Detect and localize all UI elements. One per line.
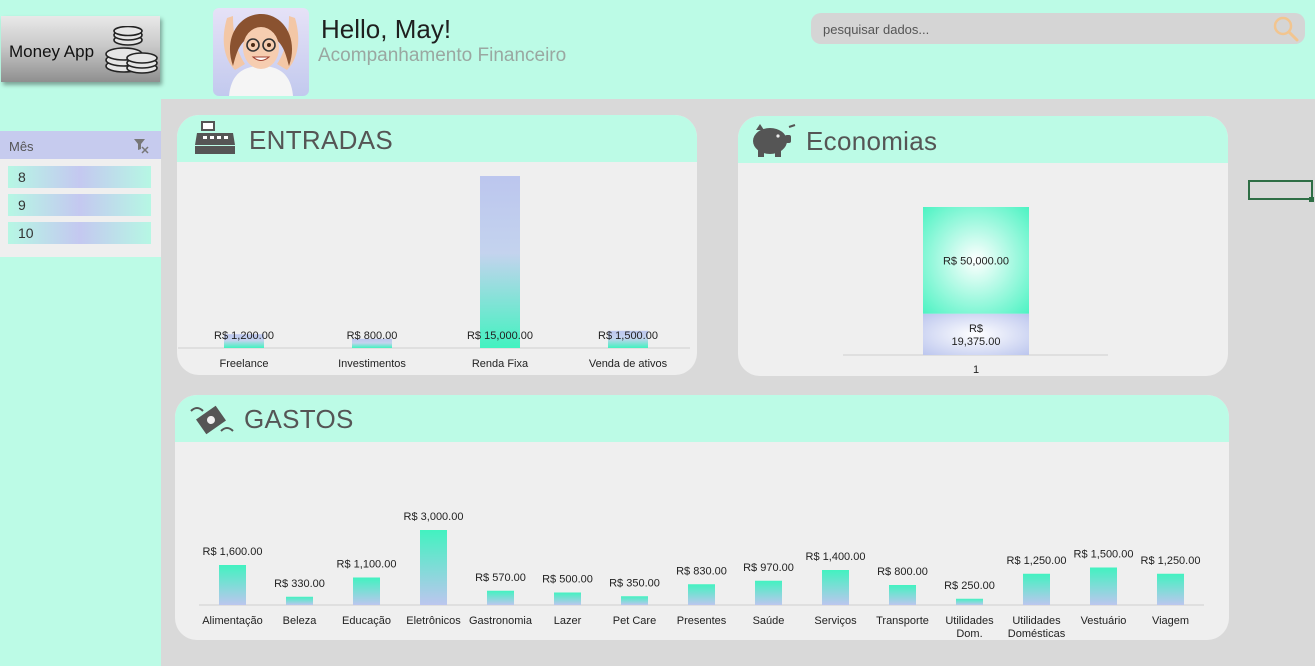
month-slicer: Mês 8 9 10	[0, 131, 161, 257]
money-app-logo-button[interactable]: Money App	[1, 16, 160, 82]
fill-handle[interactable]	[1309, 197, 1314, 202]
slicer-title: Mês	[9, 139, 34, 154]
flying-money-icon	[190, 405, 234, 435]
slicer-header: Mês	[0, 131, 161, 159]
gastos-title: GASTOS	[244, 404, 354, 434]
clear-filter-icon[interactable]	[133, 138, 149, 154]
avatar	[213, 8, 309, 96]
card-header	[177, 115, 697, 162]
entradas-title: ENTRADAS	[249, 125, 393, 155]
search-input[interactable]	[823, 20, 1243, 38]
app-name: Money App	[9, 42, 95, 61]
gastos-card: GASTOS	[175, 395, 1229, 640]
search-bar[interactable]	[811, 13, 1305, 44]
slicer-item-9[interactable]: 9	[8, 194, 151, 216]
subtitle: Acompanhamento Financeiro	[318, 45, 567, 66]
economias-card: Economias	[738, 116, 1228, 376]
coins-icon	[105, 26, 158, 74]
slicer-item-label: 9	[18, 197, 26, 213]
selected-cell[interactable]	[1248, 180, 1313, 200]
cash-register-icon	[195, 121, 235, 154]
greeting: Hello, May!	[321, 14, 452, 44]
card-header	[738, 116, 1228, 163]
card-header	[175, 395, 1229, 442]
slicer-item-label: 10	[18, 225, 34, 241]
slicer-item-10[interactable]: 10	[8, 222, 151, 244]
avatar-illustration	[223, 14, 299, 96]
search-icon[interactable]	[1271, 15, 1301, 43]
economias-title: Economias	[806, 126, 938, 156]
piggy-bank-icon	[753, 124, 796, 157]
entradas-card: ENTRADAS	[177, 115, 697, 375]
slicer-item-label: 8	[18, 169, 26, 185]
slicer-item-8[interactable]: 8	[8, 166, 151, 188]
